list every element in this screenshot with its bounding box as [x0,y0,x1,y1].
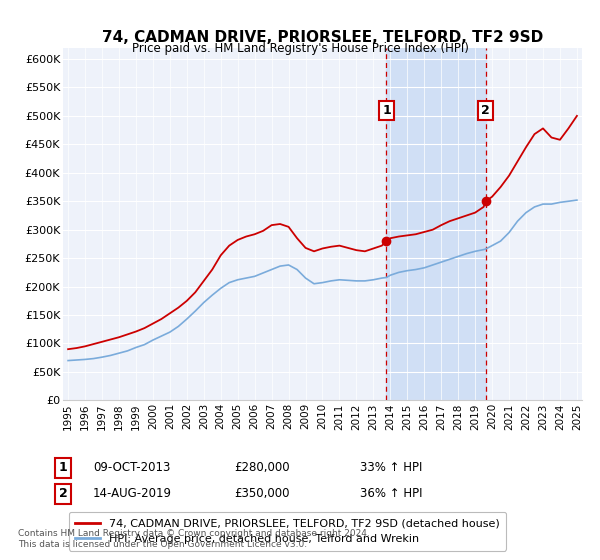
Legend: 74, CADMAN DRIVE, PRIORSLEE, TELFORD, TF2 9SD (detached house), HPI: Average pri: 74, CADMAN DRIVE, PRIORSLEE, TELFORD, TF… [68,512,506,550]
Text: 36% ↑ HPI: 36% ↑ HPI [360,487,422,501]
Bar [386,48,485,400]
Text: £350,000: £350,000 [234,487,290,501]
Text: 2: 2 [481,104,490,116]
Text: 1: 1 [382,104,391,116]
Text: Price paid vs. HM Land Registry's House Price Index (HPI): Price paid vs. HM Land Registry's House … [131,42,469,55]
Text: 33% ↑ HPI: 33% ↑ HPI [360,461,422,474]
Text: 1: 1 [59,461,67,474]
Title: 74, CADMAN DRIVE, PRIORSLEE, TELFORD, TF2 9SD: 74, CADMAN DRIVE, PRIORSLEE, TELFORD, TF… [102,30,543,45]
Text: Contains HM Land Registry data © Crown copyright and database right 2024.
This d: Contains HM Land Registry data © Crown c… [18,529,370,549]
Text: 09-OCT-2013: 09-OCT-2013 [93,461,170,474]
Text: £280,000: £280,000 [234,461,290,474]
Text: 14-AUG-2019: 14-AUG-2019 [93,487,172,501]
Text: 2: 2 [59,487,67,501]
